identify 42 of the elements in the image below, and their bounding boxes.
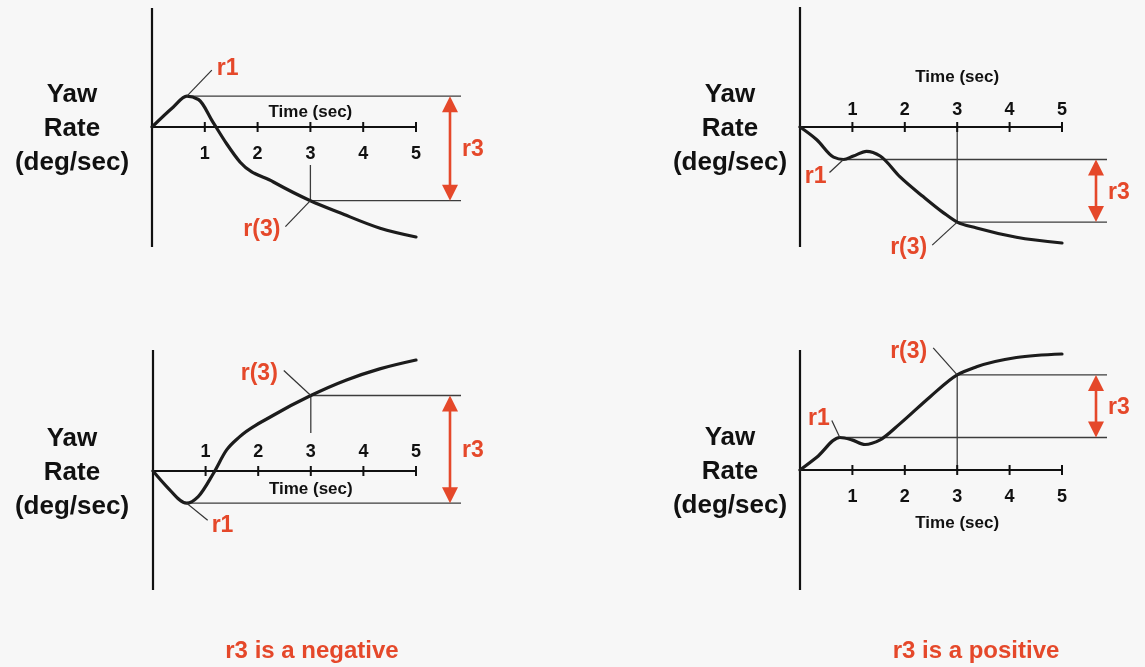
x-tick-label: 4: [358, 143, 369, 163]
annotation: r(3): [243, 214, 281, 241]
y-axis-title: Yaw Rate (deg/sec): [672, 421, 788, 519]
x-tick-label: 5: [1056, 99, 1068, 119]
x-tick-label: 2: [899, 99, 910, 119]
x-tick-label: 3: [305, 441, 316, 461]
x-axis-title: Time (sec): [915, 513, 1000, 532]
text: r3 is a negative: [225, 636, 399, 663]
x-axis-title: Time (sec): [268, 479, 353, 498]
x-tick-label: 3: [952, 99, 963, 119]
annotation: r1: [216, 54, 239, 81]
x-tick-label: 4: [1004, 99, 1015, 119]
x-axis-title: Time (sec): [268, 102, 353, 121]
x-tick-label: 2: [252, 143, 263, 163]
annotation: r1: [804, 162, 827, 189]
y-axis-title: Yaw Rate (deg/sec): [14, 78, 130, 176]
text: r3: [462, 436, 484, 463]
x-tick-label: 5: [410, 143, 422, 163]
y-axis-title: Yaw Rate (deg/sec): [14, 422, 130, 520]
x-tick-label: 1: [847, 99, 858, 119]
text: r3: [1108, 393, 1130, 420]
annotation: r1: [211, 511, 234, 538]
annotation: r(3): [240, 358, 278, 385]
x-tick-label: 4: [358, 441, 369, 461]
x-tick-label: 1: [847, 486, 858, 506]
x-tick-label: 1: [200, 441, 211, 461]
annotation: r(3): [890, 336, 928, 363]
x-tick-label: 2: [253, 441, 264, 461]
x-tick-label: 3: [305, 143, 316, 163]
x-tick-label: 1: [199, 143, 210, 163]
x-tick-label: 5: [410, 441, 422, 461]
text: r3: [462, 135, 484, 162]
x-axis-title: Time (sec): [915, 67, 1000, 86]
text: r3 is a positive: [892, 636, 1060, 663]
text: r3: [1108, 177, 1130, 204]
x-tick-label: 2: [899, 486, 910, 506]
y-axis-title: Yaw Rate (deg/sec): [672, 78, 788, 176]
x-tick-label: 3: [952, 486, 963, 506]
annotation: r1: [808, 403, 831, 430]
annotation: r(3): [890, 233, 928, 260]
x-tick-label: 4: [1004, 486, 1015, 506]
x-tick-label: 5: [1056, 486, 1068, 506]
